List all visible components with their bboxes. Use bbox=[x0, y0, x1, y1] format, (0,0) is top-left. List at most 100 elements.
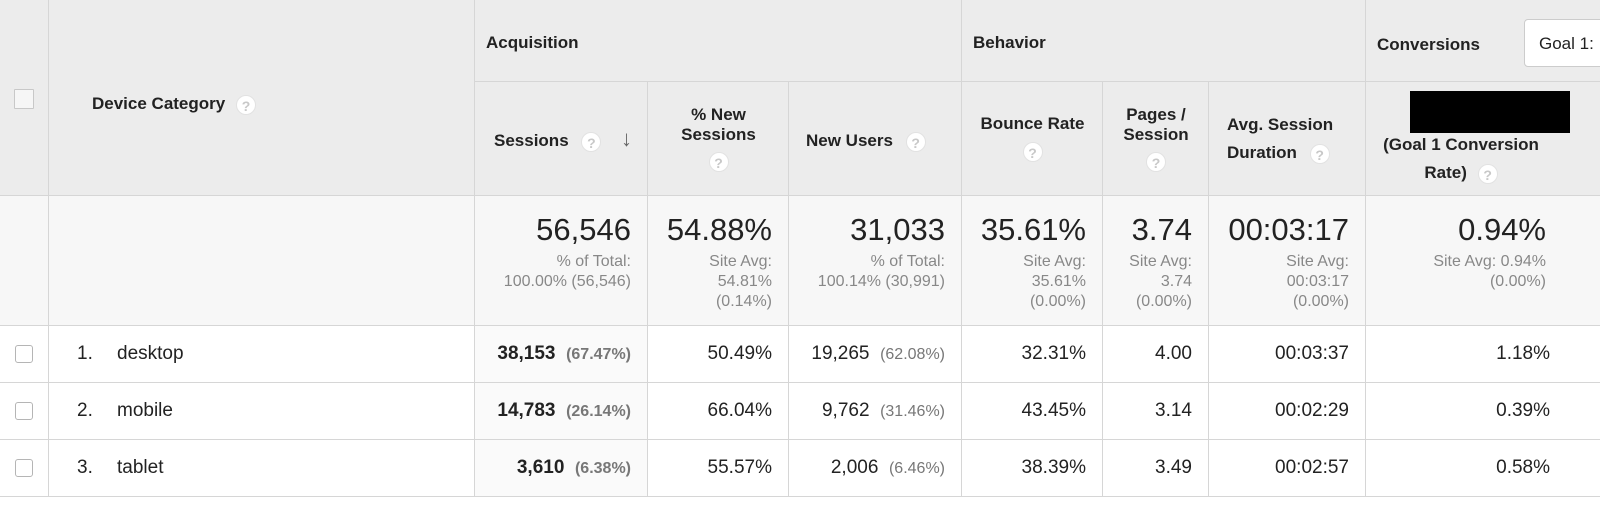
totals-goal-value: 0.94% bbox=[1458, 212, 1546, 247]
goal-rate-value: 1.18% bbox=[1496, 343, 1550, 364]
table-cell-device[interactable]: 2. mobile bbox=[49, 383, 475, 440]
redacted-goal-name bbox=[1410, 91, 1570, 133]
pages-session-header[interactable]: Pages / Session ? bbox=[1103, 82, 1209, 196]
totals-label-cell bbox=[49, 196, 475, 326]
table-cell-sessions: 38,153 (67.47%) bbox=[475, 326, 648, 383]
pct-new-title-line1: % New bbox=[691, 105, 746, 124]
acquisition-group-header: Acquisition bbox=[475, 0, 962, 82]
table-cell-device[interactable]: 3. tablet bbox=[49, 440, 475, 497]
table-cell-check bbox=[0, 440, 49, 497]
pct-new-value: 55.57% bbox=[707, 457, 772, 478]
pct-new-title-line2: Sessions bbox=[681, 125, 756, 144]
help-icon[interactable]: ? bbox=[235, 94, 256, 115]
goal-select-dropdown[interactable]: Goal 1: bbox=[1524, 19, 1600, 67]
totals-bounce-line3: (0.00%) bbox=[1029, 293, 1086, 310]
totals-pct-new-value: 54.88% bbox=[666, 212, 772, 247]
help-icon[interactable]: ? bbox=[581, 131, 602, 152]
help-icon[interactable]: ? bbox=[1146, 151, 1166, 172]
new-users-title: New Users bbox=[806, 131, 893, 150]
select-all-checkbox[interactable] bbox=[14, 89, 34, 109]
totals-pct-new-line1: Site Avg: bbox=[709, 253, 772, 270]
table-cell-bounce: 43.45% bbox=[962, 383, 1103, 440]
row-checkbox[interactable] bbox=[15, 402, 33, 420]
help-icon[interactable]: ? bbox=[1022, 141, 1043, 162]
duration-value: 00:02:57 bbox=[1275, 457, 1349, 478]
row-number: 1. bbox=[77, 343, 93, 364]
totals-bounce: 35.61% Site Avg: 35.61% (0.00%) bbox=[962, 196, 1103, 326]
duration-value: 00:03:37 bbox=[1275, 343, 1349, 364]
sessions-pct: (67.47%) bbox=[566, 346, 631, 363]
goal-rate-value: 0.39% bbox=[1496, 400, 1550, 421]
help-icon[interactable]: ? bbox=[905, 131, 926, 152]
totals-bounce-value: 35.61% bbox=[980, 212, 1086, 247]
device-category-header[interactable]: Device Category ? bbox=[49, 0, 475, 196]
totals-pages-value: 3.74 bbox=[1131, 212, 1192, 247]
sessions-value-wrap: 3,610 (6.38%) bbox=[517, 457, 631, 479]
pages-session-title-line2: Session bbox=[1123, 125, 1189, 144]
row-checkbox[interactable] bbox=[15, 459, 33, 477]
totals-pct-new: 54.88% Site Avg: 54.81% (0.14%) bbox=[648, 196, 789, 326]
behavior-label: Behavior bbox=[973, 33, 1046, 52]
table-cell-goal: 0.58% bbox=[1366, 440, 1600, 497]
new-users-value: 19,265 bbox=[811, 343, 870, 364]
table-cell-duration: 00:03:37 bbox=[1209, 326, 1366, 383]
bounce-rate-header[interactable]: Bounce Rate ? bbox=[962, 82, 1103, 196]
new-users-pct: (62.08%) bbox=[880, 346, 945, 363]
device-category-link[interactable]: desktop bbox=[117, 343, 184, 364]
totals-duration-line1: Site Avg: bbox=[1286, 253, 1349, 270]
totals-goal-line2: (0.00%) bbox=[1489, 273, 1546, 290]
sessions-pct: (6.38%) bbox=[574, 460, 631, 477]
totals-duration-line3: (0.00%) bbox=[1292, 293, 1349, 310]
pages-value: 3.49 bbox=[1155, 457, 1192, 478]
goal-rate-value: 0.58% bbox=[1496, 457, 1550, 478]
new-users-value-wrap: 19,265 (62.08%) bbox=[811, 343, 945, 365]
acquisition-label: Acquisition bbox=[486, 33, 579, 52]
pct-new-sessions-header[interactable]: % New Sessions ? bbox=[648, 82, 789, 196]
table-cell-pages: 3.14 bbox=[1103, 383, 1209, 440]
table-cell-pages: 3.49 bbox=[1103, 440, 1209, 497]
device-category-link[interactable]: tablet bbox=[117, 457, 164, 478]
sort-descending-icon[interactable]: ↓ bbox=[621, 126, 632, 151]
pct-new-value: 66.04% bbox=[707, 400, 772, 421]
totals-sessions-line1: % of Total: bbox=[556, 253, 631, 270]
table-cell-sessions: 14,783 (26.14%) bbox=[475, 383, 648, 440]
new-users-pct: (31.46%) bbox=[880, 403, 945, 420]
totals-sessions: 56,546 % of Total: 100.00% (56,546) bbox=[475, 196, 648, 326]
totals-goal-line1: Site Avg: 0.94% bbox=[1433, 253, 1546, 270]
totals-goal: 0.94% Site Avg: 0.94% (0.00%) bbox=[1366, 196, 1600, 326]
table-cell-check bbox=[0, 326, 49, 383]
avg-session-duration-header[interactable]: Avg. Session Duration ? bbox=[1209, 82, 1366, 196]
sessions-value-wrap: 14,783 (26.14%) bbox=[497, 400, 631, 422]
sessions-header[interactable]: Sessions ? ↓ bbox=[475, 82, 648, 196]
row-checkbox[interactable] bbox=[15, 345, 33, 363]
totals-pct-new-line2: 54.81% bbox=[717, 273, 772, 290]
bounce-value: 38.39% bbox=[1021, 457, 1086, 478]
row-number: 2. bbox=[77, 400, 93, 421]
totals-checkbox-cell bbox=[0, 196, 49, 326]
table-cell-pages: 4.00 bbox=[1103, 326, 1209, 383]
device-category-link[interactable]: mobile bbox=[117, 400, 173, 421]
totals-new-users-line2: 100.14% (30,991) bbox=[817, 273, 945, 290]
totals-new-users: 31,033 % of Total: 100.14% (30,991) bbox=[789, 196, 962, 326]
table-cell-bounce: 32.31% bbox=[962, 326, 1103, 383]
totals-bounce-line1: Site Avg: bbox=[1023, 253, 1086, 270]
avg-duration-title-line2: Duration bbox=[1227, 143, 1297, 162]
help-icon[interactable]: ? bbox=[1309, 143, 1330, 164]
sessions-value: 3,610 bbox=[516, 457, 565, 478]
header-checkbox-cell bbox=[0, 0, 49, 196]
totals-pct-new-line3: (0.14%) bbox=[715, 293, 772, 310]
behavior-group-header: Behavior bbox=[962, 0, 1366, 82]
new-users-header[interactable]: New Users ? bbox=[789, 82, 962, 196]
new-users-value-wrap: 9,762 (31.46%) bbox=[822, 400, 945, 422]
table-cell-check bbox=[0, 383, 49, 440]
help-icon[interactable]: ? bbox=[1477, 163, 1498, 184]
totals-new-users-value: 31,033 bbox=[850, 212, 945, 247]
sessions-title: Sessions bbox=[494, 131, 569, 150]
totals-duration-value: 00:03:17 bbox=[1228, 212, 1349, 247]
help-icon[interactable]: ? bbox=[708, 151, 729, 172]
table-cell-device[interactable]: 1. desktop bbox=[49, 326, 475, 383]
table-cell-new-users: 2,006 (6.46%) bbox=[789, 440, 962, 497]
goal-rate-title-line1: (Goal 1 Conversion bbox=[1383, 135, 1539, 154]
row-number: 3. bbox=[77, 457, 93, 478]
